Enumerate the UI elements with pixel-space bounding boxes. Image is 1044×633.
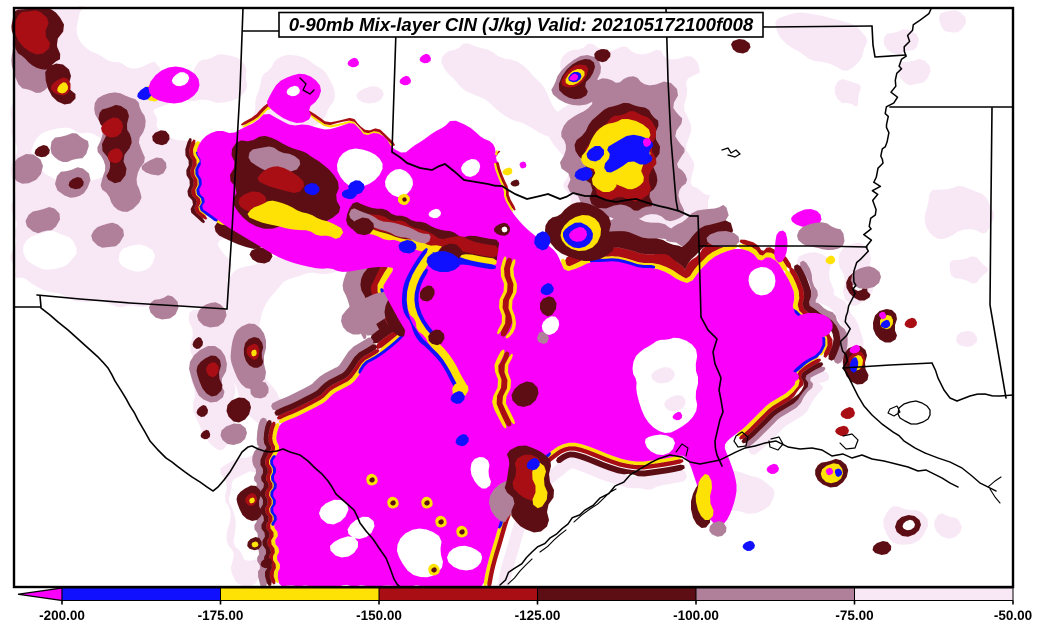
svg-text:-100.00: -100.00 [673, 608, 719, 623]
svg-text:0-90mb Mix-layer CIN (J/kg) Va: 0-90mb Mix-layer CIN (J/kg) Valid: 20210… [289, 14, 754, 35]
svg-text:-50.00: -50.00 [994, 608, 1032, 623]
svg-text:-75.00: -75.00 [835, 608, 873, 623]
svg-text:-150.00: -150.00 [356, 608, 402, 623]
svg-text:-200.00: -200.00 [39, 608, 85, 623]
svg-text:-125.00: -125.00 [515, 608, 561, 623]
svg-text:-175.00: -175.00 [198, 608, 244, 623]
